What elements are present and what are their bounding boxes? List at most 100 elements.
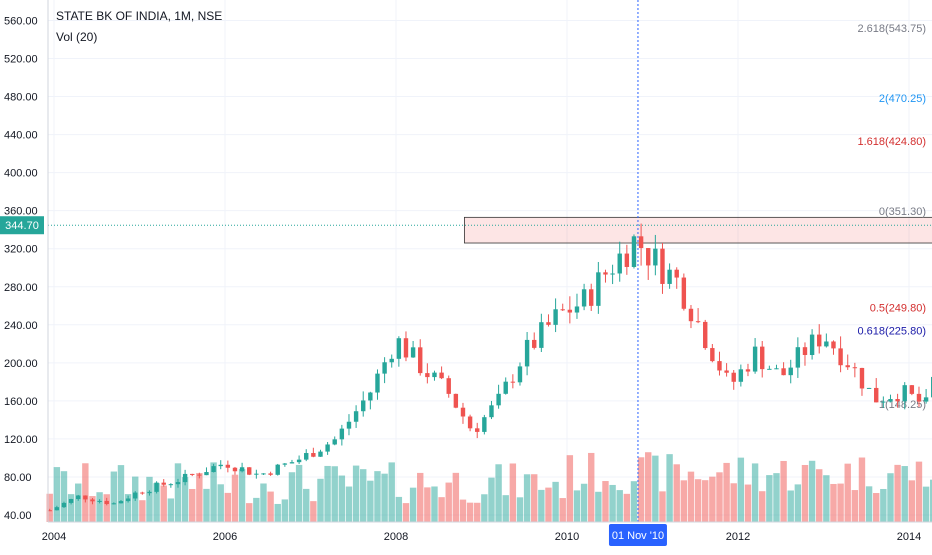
candle-body [660,248,665,284]
candle-body [83,495,88,500]
volume-bar [595,491,602,522]
candle-body [104,500,109,505]
volume-bar [716,472,723,522]
volume-bar [224,492,232,522]
volume-bar [844,463,851,522]
volume-bar [637,457,645,522]
volume-bar [82,463,89,522]
volume-bar [680,480,688,522]
candle-body [353,411,359,422]
candle-body [517,366,523,383]
volume-bar [288,472,296,522]
candle-body [631,236,637,267]
volume-bar [481,494,488,522]
volume-bar [602,481,609,522]
volume-bar [53,467,61,522]
volume-bar [837,483,844,522]
volume-bar [502,495,509,522]
candle-body [190,473,195,475]
volume-bar [409,487,417,522]
candle-body [489,405,494,418]
volume-bar [616,490,623,522]
volume-bar [160,485,167,522]
candle-body [418,347,423,374]
volume-bar [851,490,859,522]
candle-body [282,463,288,465]
volume-bar [345,486,353,522]
volume-bar [381,473,388,522]
volume-bar [709,476,716,522]
y-tick-label: 160.00 [4,396,38,408]
candle-body [674,269,679,278]
volume-bar [887,473,894,522]
fib-level-label: 1.618(424.80) [858,136,927,148]
volume-bar [445,482,452,522]
candle-body [760,346,765,370]
volume-bar [808,460,816,522]
resistance-zone [463,216,932,244]
candle-body [845,365,850,368]
candle-body [61,502,67,508]
candle-body [147,491,152,494]
x-tick-label: 2012 [726,531,750,543]
volume-bar [858,457,866,522]
candle-body [382,362,387,374]
volume-legend: Vol (20) [56,30,98,44]
candle-body [425,373,430,378]
volume-bar [89,496,96,522]
candle-body [638,236,644,249]
candle-body [254,473,259,475]
candle-body [218,464,223,467]
x-tick-label: 2010 [555,531,579,543]
volume-bar [124,494,132,522]
candle-body [268,473,273,475]
volume-bar [466,502,474,522]
candle-body [809,334,815,355]
candle-body [161,482,166,485]
volume-bar [922,486,930,522]
volume-bar [723,462,730,522]
volume-bar [60,471,68,522]
volume-bar [75,483,82,522]
candle-body [175,482,181,485]
candle-body [681,277,687,309]
x-tick-label: 2004 [42,531,66,543]
volume-bar [46,493,53,522]
volume-bar [816,469,823,522]
candle-body [453,393,459,408]
candle-body [610,273,615,275]
candle-body [332,439,337,445]
candle-body [467,416,473,429]
volume-bar [823,475,830,522]
volume-bar [452,472,460,522]
volume-bar [139,500,146,522]
candle-body [460,407,466,417]
volume-bar [588,452,595,522]
candle-body [589,289,594,306]
volume-bar [274,503,281,522]
volume-bar [794,484,802,522]
candle-body [47,510,52,512]
volume-bar [801,464,809,522]
date-marker-label: 01 Nov '10 [612,530,664,542]
volume-bar [210,462,217,522]
candle-body [745,369,751,372]
candle-body [439,372,444,379]
volume-bar [780,460,787,522]
candle-body [653,248,658,266]
date-marker-badge [608,524,667,546]
volume-bar [759,491,766,522]
y-tick-label: 280.00 [4,282,38,294]
volume-bar [360,469,367,522]
candle-body [247,467,252,475]
candle-body [396,338,402,359]
volume-bar [751,463,759,522]
volume-bar [324,465,331,522]
candle-body [888,399,893,402]
candle-body [503,381,508,394]
volume-bar [388,462,395,522]
volume-bar [865,486,873,522]
candle-body [738,369,744,382]
candle-body [475,428,480,432]
